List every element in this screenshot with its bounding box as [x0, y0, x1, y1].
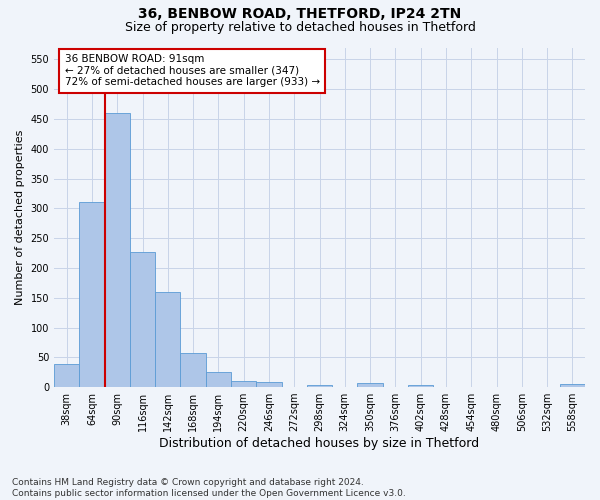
Bar [256, 382, 281, 387]
Y-axis label: Number of detached properties: Number of detached properties [15, 130, 25, 305]
Bar [79, 202, 104, 387]
Text: Size of property relative to detached houses in Thetford: Size of property relative to detached ho… [125, 21, 475, 34]
Bar [155, 292, 181, 387]
Text: 36 BENBOW ROAD: 91sqm
← 27% of detached houses are smaller (347)
72% of semi-det: 36 BENBOW ROAD: 91sqm ← 27% of detached … [65, 54, 320, 88]
Bar [358, 383, 383, 387]
X-axis label: Distribution of detached houses by size in Thetford: Distribution of detached houses by size … [160, 437, 479, 450]
Bar [206, 372, 231, 387]
Text: Contains HM Land Registry data © Crown copyright and database right 2024.
Contai: Contains HM Land Registry data © Crown c… [12, 478, 406, 498]
Bar [54, 364, 79, 387]
Bar [307, 384, 332, 387]
Bar [560, 384, 585, 387]
Bar [130, 252, 155, 387]
Bar [104, 113, 130, 387]
Bar [231, 380, 256, 387]
Text: 36, BENBOW ROAD, THETFORD, IP24 2TN: 36, BENBOW ROAD, THETFORD, IP24 2TN [139, 8, 461, 22]
Bar [181, 352, 206, 387]
Bar [408, 386, 433, 387]
